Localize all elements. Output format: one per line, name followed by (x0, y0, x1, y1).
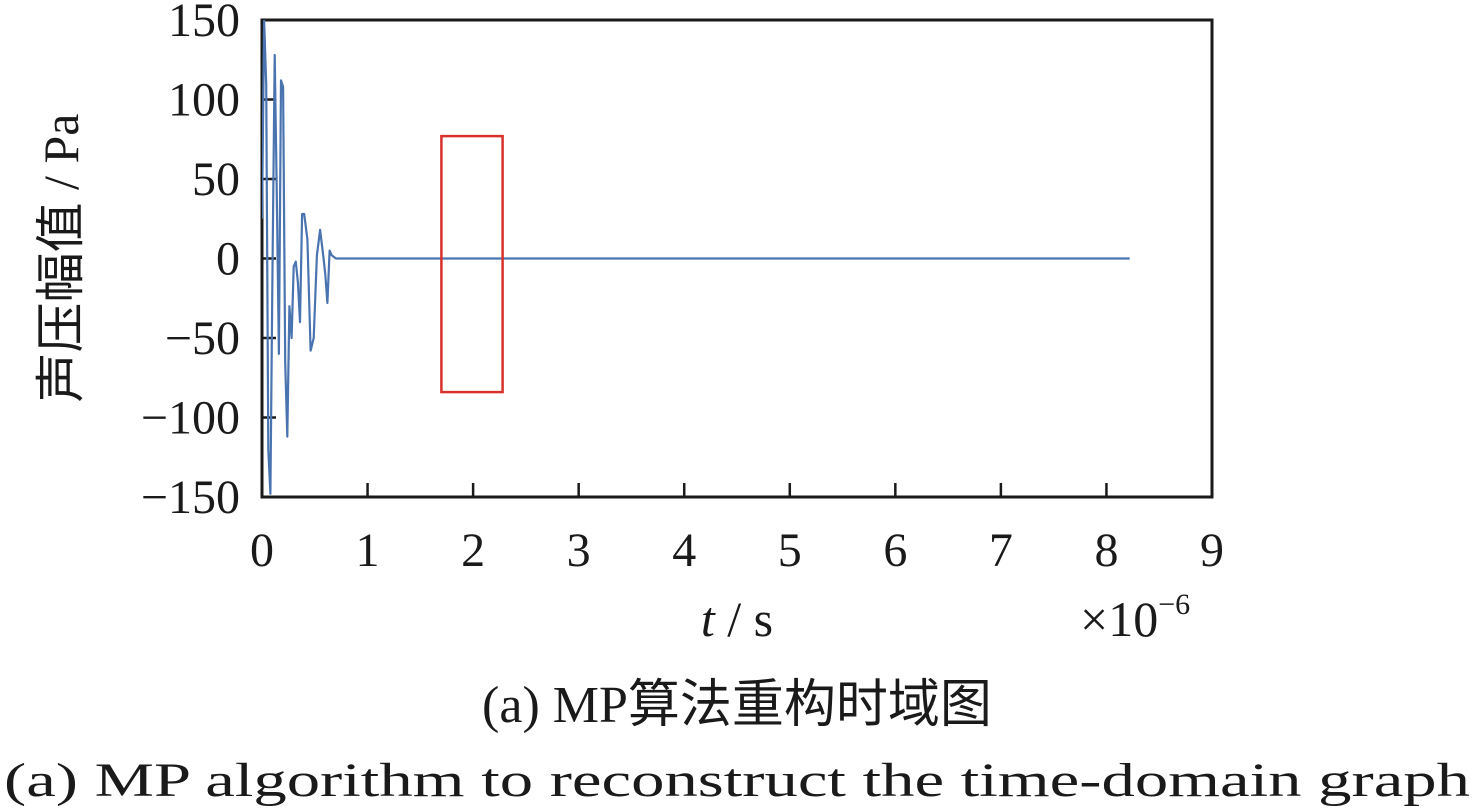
y-tick-label: −100 (141, 392, 240, 445)
highlight-box (440, 134, 504, 394)
caption-en: (a) MP algorithm to reconstruct the time… (4, 754, 1470, 807)
caption-zh-prefix: (a) MP (482, 677, 628, 734)
x-axis-label-unit: / s (715, 591, 773, 647)
x-tick-label: 0 (250, 524, 274, 577)
x-tick-label: 3 (567, 524, 591, 577)
caption-zh: (a) MP算法重构时域图 (482, 677, 992, 734)
x-tick-label: 4 (672, 524, 696, 577)
x-tick-label: 6 (883, 524, 907, 577)
y-tick-label: −150 (141, 471, 240, 524)
y-tick-label: 150 (168, 0, 240, 47)
y-axis-label: 声压幅值 / Pa (33, 114, 89, 403)
x-axis-multiplier: ×10−6 (1080, 588, 1190, 647)
x-tick-label: 2 (461, 524, 485, 577)
x-tick-label: 9 (1200, 524, 1224, 577)
x-tick-label: 1 (356, 524, 380, 577)
y-tick-label: 100 (168, 74, 240, 127)
x-tick-label: 5 (778, 524, 802, 577)
caption-zh-text: 算法重构时域图 (628, 677, 992, 734)
x-axis-multiplier-base: ×10 (1080, 591, 1158, 647)
tick-labels-layer: 0 1 2 3 4 5 6 7 8 9 150 100 50 0 −50 −100 −150 (141, 0, 1224, 577)
x-tick-label: 7 (989, 524, 1013, 577)
x-axis-label-var: t (701, 591, 716, 647)
y-tick-label: 50 (192, 153, 240, 206)
x-tick-label: 8 (1094, 524, 1118, 577)
y-tick-label: 0 (216, 233, 240, 286)
x-axis-label: t / s (701, 591, 773, 647)
y-tick-label: −50 (165, 312, 240, 365)
series-line (262, 20, 1130, 495)
x-axis-multiplier-exponent: −6 (1158, 588, 1190, 621)
